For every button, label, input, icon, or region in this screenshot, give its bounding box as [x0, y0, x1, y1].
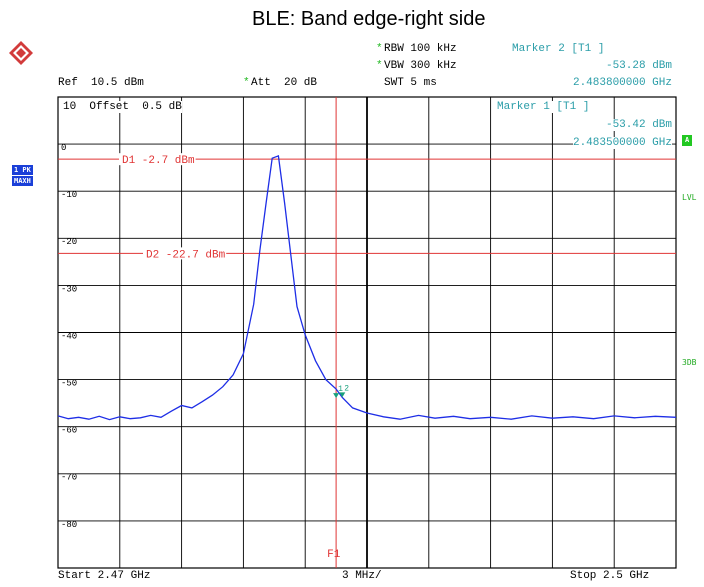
rbw-setting: RBW 100 kHz [384, 43, 457, 55]
lvl-indicator: LVL [682, 193, 697, 202]
marker-2-symbol [339, 392, 346, 398]
sweep-time: SWT 5 ms [384, 77, 437, 89]
y-tick-label: -50 [61, 378, 77, 388]
marker-2-label: 2 [344, 384, 349, 393]
marker-1-label: 1 [338, 385, 343, 394]
y-tick-label: 0 [61, 143, 66, 153]
stop-frequency: Stop 2.5 GHz [570, 570, 650, 582]
y-tick-label: -20 [61, 237, 77, 247]
display-line-label-bg [119, 153, 196, 166]
rs-logo-icon [9, 41, 33, 65]
trace-line [57, 155, 677, 421]
ref-level: Ref 10.5 dBm [58, 77, 144, 89]
attenuation: Att 20 dB [251, 77, 318, 89]
detector-badge: MAXH [12, 176, 33, 186]
marker1-title: Marker 1 [T1 ] [497, 101, 590, 113]
y-tick-label: -70 [61, 473, 77, 483]
3db-indicator: 3DB [682, 358, 697, 367]
marker2-level: -53.28 dBm [605, 60, 672, 72]
display-line-label: D1 -2.7 dBm [122, 155, 195, 167]
start-frequency: Start 2.47 GHz [58, 570, 151, 582]
rbw-star: * [376, 43, 383, 55]
y-tick-label: -80 [61, 520, 77, 530]
display-line-label-bg [143, 247, 227, 260]
trace-a-badge: A [682, 135, 693, 146]
vbw-setting: VBW 300 kHz [384, 60, 457, 72]
marker2-frequency: 2.483800000 GHz [572, 77, 672, 89]
att-star: * [243, 77, 250, 89]
marker1-level: -53.42 dBm [605, 119, 672, 131]
marker2-title: Marker 2 [T1 ] [512, 43, 605, 55]
chart-title: BLE: Band edge-right side [252, 8, 486, 30]
y-tick-label: -60 [61, 426, 77, 436]
y-tick-label: -10 [61, 190, 77, 200]
y-tick-label: -30 [61, 284, 77, 294]
offset-label: 10 Offset 0.5 dB [63, 101, 182, 113]
frequency-span-per-division: 3 MHz/ [342, 570, 382, 582]
y-tick-label: -40 [61, 331, 77, 341]
trace-mode-badge: 1 PK [12, 165, 33, 175]
marker-1-symbol [333, 393, 340, 399]
vbw-star: * [376, 60, 383, 72]
display-line-label: D2 -22.7 dBm [146, 249, 226, 261]
frequency-line-label: F1 [327, 549, 341, 561]
marker1-frequency: 2.483500000 GHz [572, 137, 672, 149]
